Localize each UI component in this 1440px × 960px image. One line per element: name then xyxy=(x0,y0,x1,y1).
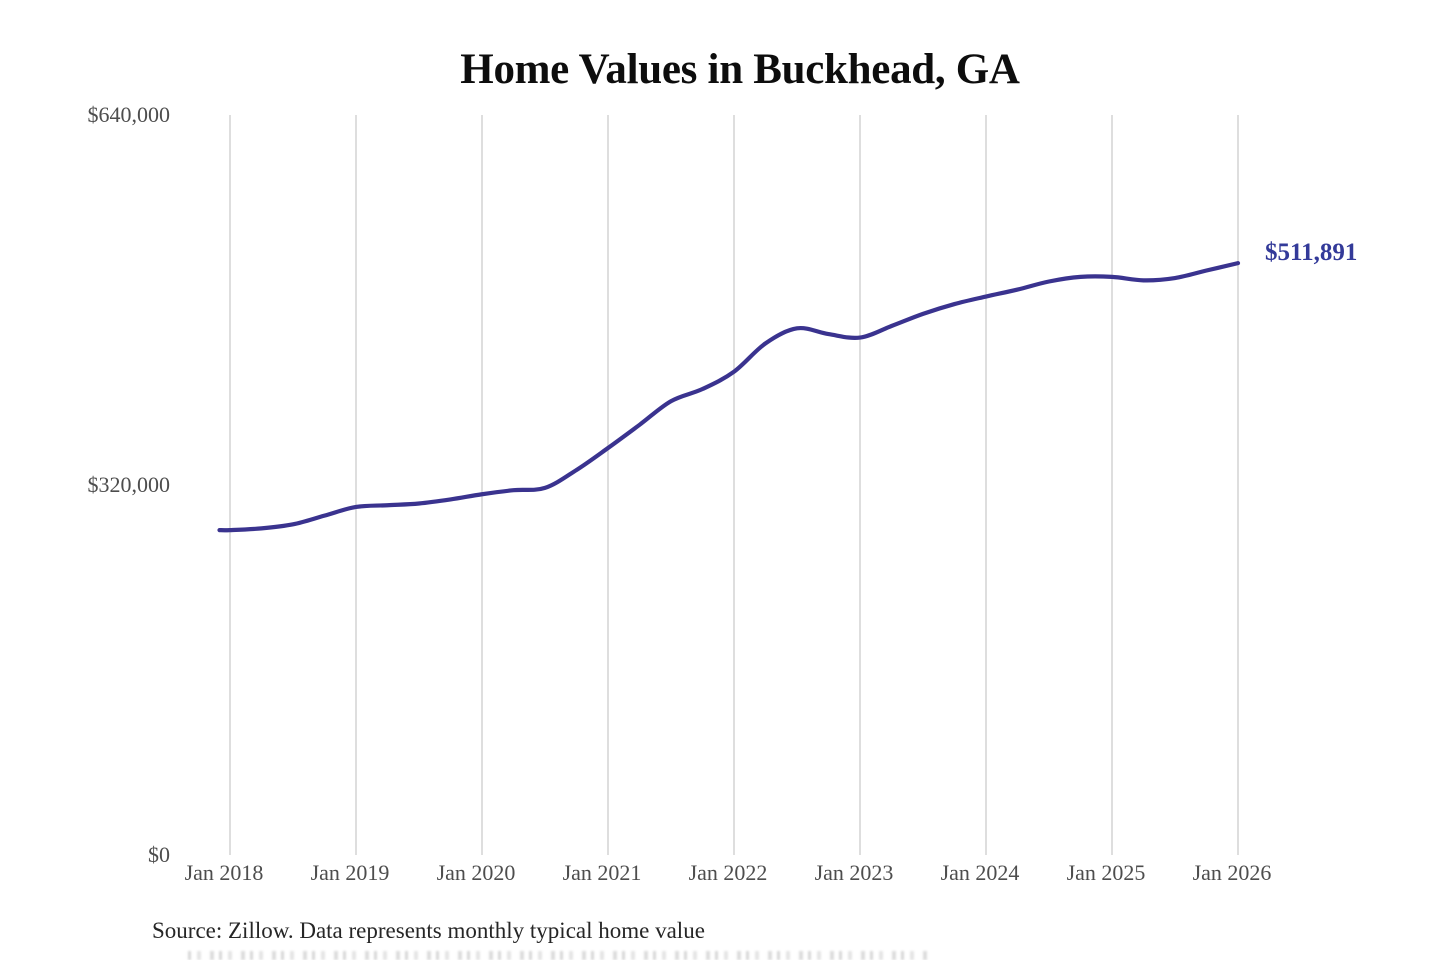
x-tick-label: Jan 2025 xyxy=(1066,860,1146,885)
latest-value-label: $511,891 xyxy=(1265,239,1358,266)
cropped-text-remnant xyxy=(188,951,930,960)
x-tick-label: Jan 2023 xyxy=(814,860,894,885)
gridlines xyxy=(229,115,1239,855)
x-tick-label: Jan 2024 xyxy=(940,860,1020,885)
y-tick-label: $0 xyxy=(148,842,170,867)
y-tick-label: $640,000 xyxy=(87,102,171,127)
x-tick-label: Jan 2022 xyxy=(688,860,768,885)
x-tick-label: Jan 2020 xyxy=(436,860,516,885)
x-tick-label: Jan 2019 xyxy=(310,860,390,885)
x-tick-label: Jan 2021 xyxy=(562,860,642,885)
chart-title: Home Values in Buckhead, GA xyxy=(460,46,1020,93)
source-note: Source: Zillow. Data represents monthly … xyxy=(152,918,705,943)
y-tick-label: $320,000 xyxy=(87,472,171,497)
x-tick-label: Jan 2026 xyxy=(1192,860,1272,885)
x-tick-label: Jan 2018 xyxy=(184,860,264,885)
home-value-line xyxy=(217,261,1241,533)
